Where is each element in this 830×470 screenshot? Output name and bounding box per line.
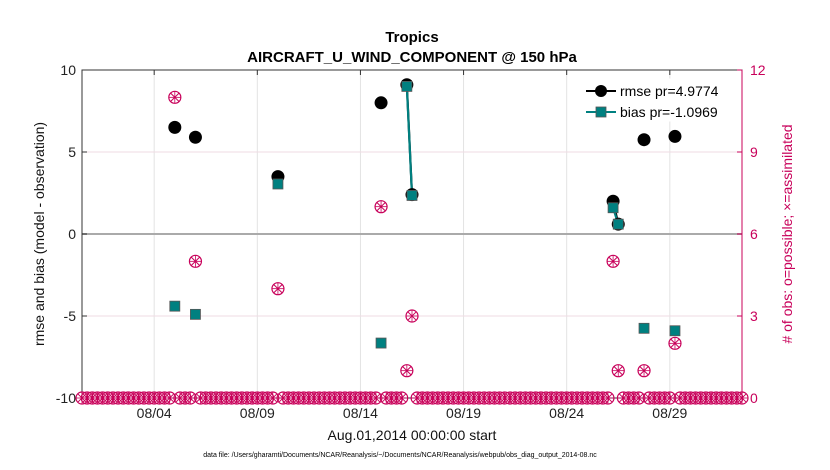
obs-count-marker [668,336,682,350]
y-right-tick-label: 0 [750,390,758,406]
rmse-point [188,130,202,144]
chart-subtitle: AIRCRAFT_U_WIND_COMPONENT @ 150 hPa [247,49,577,66]
rmse-point [668,129,682,143]
legend-rmse-marker [595,85,607,97]
bias-point [406,190,418,201]
y-tick-label: 10 [60,62,76,78]
x-tick-label: 08/19 [446,405,481,421]
footer-data-file: data file: /Users/gharamti/Documents/NCA… [203,452,597,459]
y-right-tick-label: 3 [750,308,758,324]
y-tick-label: 5 [68,144,76,160]
x-tick-label: 08/04 [137,405,172,421]
legend-bias-marker [595,106,607,118]
obs-count-marker [271,282,285,296]
rmse-point [374,96,388,110]
y-tick-label: -5 [64,308,77,324]
bias-point [669,325,681,337]
obs-count-marker [374,200,388,214]
obs-zero-marker [601,391,615,405]
obs-count-marker [611,364,625,378]
rmse-point [637,133,651,147]
bias-line-segment [405,86,414,196]
x-tick-label: 08/09 [240,405,275,421]
obs-count-marker [168,90,182,104]
y-axis-label: rmse and bias (model - observation) [31,122,47,346]
obs-count-marker [188,254,203,268]
x-tick-label: 08/29 [652,405,687,421]
obs-zero-marker [735,391,749,405]
legend-bias-label: bias pr=-1.0969 [620,104,718,120]
legend: rmse pr=4.9774 bias pr=-1.0969 [581,78,740,122]
bias-point [607,202,619,214]
bias-point [401,81,413,92]
bias-point [612,218,624,230]
bias-point [272,178,284,190]
obs-count-marker [637,364,651,378]
chart-title: Tropics [385,29,438,46]
bias-point [638,322,650,334]
obs-count-marker [606,254,620,268]
legend-rmse-label: rmse pr=4.9774 [620,83,719,99]
obs-zero-marker [395,391,409,405]
x-axis-label: Aug.01,2014 00:00:00 start [328,427,497,443]
y-right-tick-label: 12 [750,62,766,78]
bias-point [190,308,201,320]
bias-point [375,337,387,349]
y-right-tick-label: 6 [750,226,758,242]
obs-count-marker [405,309,419,323]
rmse-point [168,120,182,134]
y-axis-right-label: # of obs: o=possible; ×=assimilated [779,124,795,343]
x-tick-label: 08/14 [343,405,378,421]
obs-count-marker [400,364,414,378]
bias-point [169,300,181,312]
y-tick-label: -10 [56,390,76,406]
x-tick-label: 08/24 [549,405,584,421]
data-marks [75,78,749,405]
y-tick-label: 0 [68,226,76,242]
y-right-tick-label: 9 [750,144,758,160]
